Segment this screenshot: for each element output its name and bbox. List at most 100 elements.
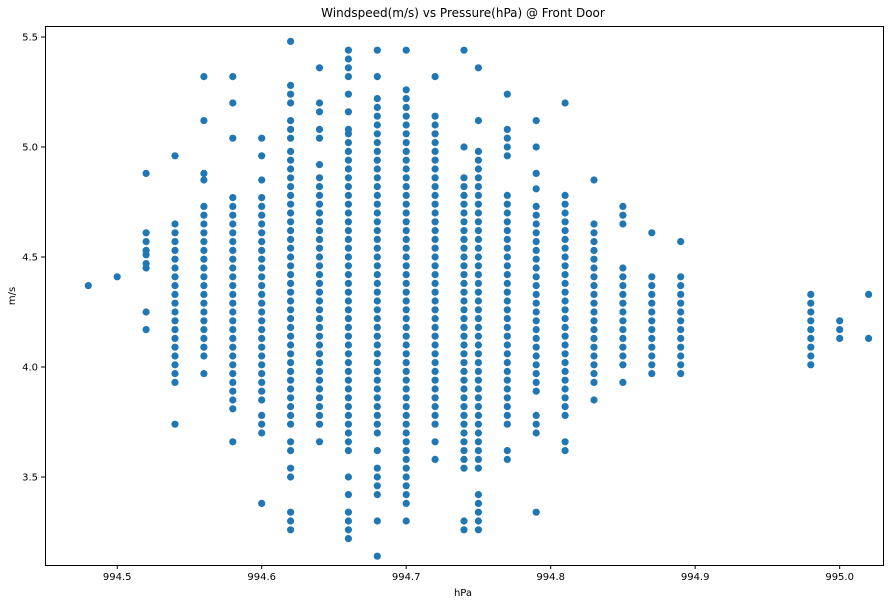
data-point [677, 317, 685, 325]
data-point [402, 455, 410, 463]
data-point [373, 323, 381, 331]
data-point [171, 308, 179, 316]
data-point [431, 315, 439, 323]
data-point [373, 385, 381, 393]
data-point [460, 385, 468, 393]
data-point [344, 191, 352, 199]
data-point [431, 112, 439, 120]
data-point [474, 517, 482, 525]
data-point [344, 108, 352, 116]
data-point [315, 394, 324, 402]
data-point [373, 341, 381, 349]
data-point [402, 121, 410, 129]
data-point [561, 403, 569, 411]
data-point [402, 359, 410, 367]
data-point [287, 156, 295, 164]
data-point [431, 455, 439, 463]
data-point [532, 370, 540, 378]
x-axis-label: hPa [454, 588, 472, 599]
data-point [619, 378, 627, 386]
data-point [474, 262, 482, 270]
data-point [402, 367, 410, 375]
data-point [113, 273, 121, 281]
data-point [474, 64, 482, 72]
data-point [344, 227, 352, 235]
data-point [373, 429, 381, 437]
data-point [474, 385, 482, 393]
data-point [431, 271, 439, 279]
data-point [460, 323, 468, 331]
data-point [171, 334, 179, 342]
data-point [402, 499, 410, 507]
data-point [474, 508, 482, 516]
y-tick-label: 5.0 [22, 143, 38, 154]
data-point [287, 183, 295, 191]
data-point [171, 326, 179, 334]
data-point [200, 238, 208, 246]
data-point [431, 279, 439, 287]
data-point [402, 473, 410, 481]
data-point [431, 359, 439, 367]
data-point [402, 46, 410, 54]
data-point [344, 535, 352, 543]
data-point [677, 326, 685, 334]
data-point [619, 334, 627, 342]
data-point [373, 279, 381, 287]
data-point [229, 361, 237, 369]
data-point [677, 361, 685, 369]
data-point [474, 332, 482, 340]
data-points [84, 37, 873, 560]
data-point [402, 350, 410, 358]
data-point [258, 352, 266, 360]
data-point [315, 359, 324, 367]
data-point [590, 229, 598, 237]
data-point [503, 455, 511, 463]
data-point [590, 396, 598, 404]
data-point [474, 420, 482, 428]
data-point [474, 341, 482, 349]
data-point [344, 288, 352, 296]
data-point [532, 299, 540, 307]
data-point [315, 262, 324, 270]
data-point [648, 282, 656, 290]
data-point [287, 350, 295, 358]
data-point [503, 411, 511, 419]
data-point [171, 229, 179, 237]
data-point [561, 244, 569, 252]
data-point [315, 209, 324, 217]
data-point [402, 385, 410, 393]
data-point [619, 220, 627, 228]
data-point [561, 306, 569, 314]
data-point [373, 350, 381, 358]
data-point [474, 447, 482, 455]
data-point [315, 341, 324, 349]
data-point [474, 147, 482, 155]
data-point [402, 279, 410, 287]
data-point [503, 350, 511, 358]
x-axis: 994.5 994.6 994.7 994.8 994.9 995.0 [103, 565, 854, 583]
data-point [431, 218, 439, 226]
data-point [561, 332, 569, 340]
data-point [648, 290, 656, 298]
data-point [402, 200, 410, 208]
data-point [344, 367, 352, 375]
data-point [315, 350, 324, 358]
data-point [474, 174, 482, 182]
data-point [460, 438, 468, 446]
data-point [619, 290, 627, 298]
data-point [315, 218, 324, 226]
data-point [474, 315, 482, 323]
data-point [561, 253, 569, 261]
data-point [503, 90, 511, 98]
data-point [373, 227, 381, 235]
data-point [431, 297, 439, 305]
data-point [200, 273, 208, 281]
data-point [344, 315, 352, 323]
data-point [287, 315, 295, 323]
data-point [373, 95, 381, 103]
data-point [229, 246, 237, 254]
data-point [258, 194, 266, 202]
data-point [836, 317, 844, 325]
data-point [373, 191, 381, 199]
data-point [474, 306, 482, 314]
